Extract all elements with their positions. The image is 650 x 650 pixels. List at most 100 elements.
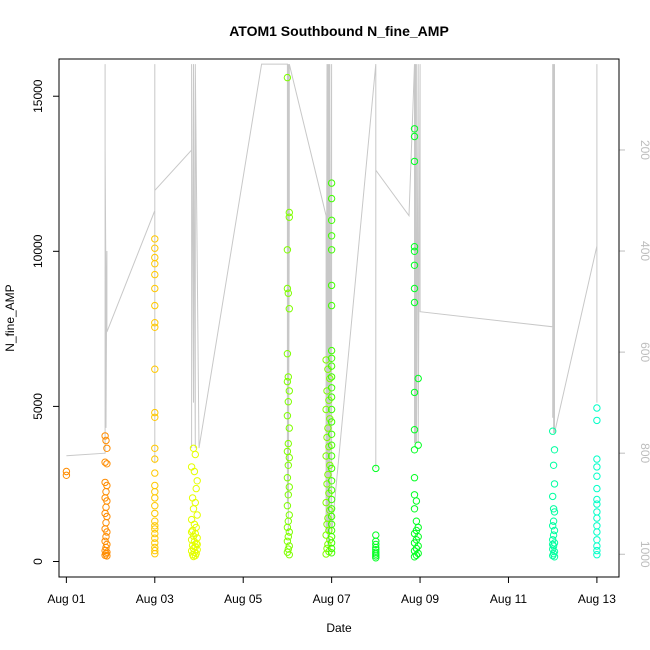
data-point	[327, 281, 336, 290]
data-point	[151, 319, 159, 327]
data-point	[549, 505, 558, 513]
y2-tick-label: 400	[638, 241, 650, 261]
chart-title: ATOM1 Southbound N_fine_AMP	[229, 23, 449, 39]
data-point	[549, 517, 558, 525]
data-point	[283, 377, 292, 386]
data-point	[101, 432, 109, 440]
y2-tick-label: 1000	[638, 541, 650, 568]
data-point	[593, 536, 601, 544]
data-point	[283, 73, 292, 82]
data-point	[284, 398, 292, 406]
data-point	[410, 446, 419, 454]
data-point	[283, 350, 292, 358]
data-point	[285, 305, 293, 313]
data-point	[410, 491, 419, 499]
data-point	[102, 488, 110, 496]
y2-tick-label: 800	[638, 443, 650, 463]
data-point	[151, 413, 159, 421]
data-point	[327, 216, 336, 225]
data-point	[549, 551, 557, 560]
data-point	[593, 522, 601, 530]
data-point	[593, 546, 601, 555]
data-point	[151, 539, 159, 547]
data-point	[285, 511, 293, 519]
y-tick-label: 15000	[31, 79, 45, 113]
data-point	[549, 461, 558, 469]
data-point	[284, 373, 292, 381]
data-point	[593, 455, 601, 463]
data-point	[372, 550, 380, 558]
data-point	[549, 531, 558, 539]
data-point	[327, 505, 336, 513]
data-point	[414, 441, 422, 449]
data-point	[327, 486, 336, 494]
data-point	[593, 484, 601, 493]
data-point	[327, 373, 336, 381]
data-point	[410, 426, 419, 434]
data-point	[327, 452, 336, 460]
data-point	[410, 505, 419, 513]
data-point	[593, 508, 601, 516]
data-point	[327, 539, 336, 547]
data-point	[151, 502, 159, 510]
data-point	[327, 549, 336, 557]
data-point	[101, 546, 109, 555]
data-point	[593, 542, 601, 550]
data-point	[327, 362, 336, 370]
data-point	[151, 284, 159, 293]
data-point	[284, 289, 292, 297]
data-point	[102, 533, 110, 541]
data-point	[549, 540, 557, 549]
data-point	[283, 284, 292, 293]
x-tick-label: Aug 11	[490, 592, 527, 606]
data-point	[410, 298, 419, 307]
data-point	[549, 427, 557, 435]
x-tick-label: Aug 13	[578, 592, 616, 606]
data-point	[372, 540, 380, 549]
data-point	[327, 232, 336, 240]
data-point	[372, 464, 380, 473]
data-point	[151, 244, 159, 252]
data-point	[187, 528, 196, 536]
data-point	[324, 470, 332, 479]
data-point	[410, 247, 419, 256]
data-point	[410, 284, 419, 293]
data-point	[327, 384, 336, 392]
data-point	[550, 526, 559, 535]
y-tick-label: 5000	[31, 393, 45, 420]
data-point	[283, 412, 292, 420]
data-point	[549, 542, 558, 550]
y-tick-label: 10000	[31, 234, 45, 268]
data-point	[102, 503, 110, 511]
data-point	[322, 498, 330, 507]
data-point	[193, 477, 201, 485]
data-point	[410, 388, 419, 397]
data-point	[593, 495, 601, 504]
data-point	[103, 552, 111, 560]
data-point	[101, 458, 109, 466]
data-point	[189, 444, 198, 452]
x-axis-label: Date	[326, 621, 352, 635]
data-point	[284, 439, 292, 448]
data-point	[151, 529, 159, 538]
data-point	[151, 469, 159, 477]
data-point	[327, 477, 336, 485]
data-point	[414, 374, 422, 383]
data-point	[593, 551, 601, 559]
data-point	[322, 452, 330, 460]
data-point	[327, 179, 336, 187]
data-point	[326, 374, 334, 383]
data-point	[593, 500, 601, 508]
x-tick-label: Aug 07	[313, 592, 351, 606]
data-point	[593, 514, 601, 522]
data-point	[283, 246, 292, 254]
data-point	[102, 436, 110, 445]
y2-tick-label: 600	[638, 342, 650, 362]
data-point	[283, 502, 292, 510]
data-point	[322, 405, 330, 414]
data-point	[327, 346, 336, 355]
data-point	[327, 194, 336, 203]
data-point	[151, 365, 159, 373]
data-point	[189, 532, 198, 540]
data-point	[285, 528, 293, 536]
